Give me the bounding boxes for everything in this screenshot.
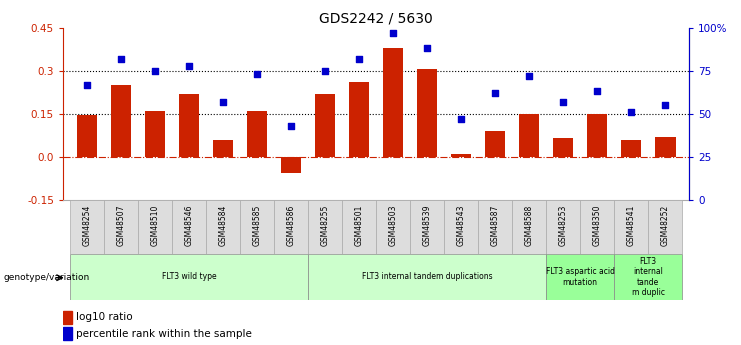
Bar [417, 69, 437, 157]
Text: FLT3 internal tandem duplications: FLT3 internal tandem duplications [362, 272, 493, 282]
FancyBboxPatch shape [376, 200, 410, 254]
Point [387, 30, 399, 36]
Text: GSM48254: GSM48254 [82, 204, 91, 246]
Text: FLT3
internal
tande
m duplic: FLT3 internal tande m duplic [632, 257, 665, 297]
Point [115, 56, 127, 61]
Point [557, 99, 569, 105]
Text: GSM48501: GSM48501 [354, 204, 364, 246]
Bar [315, 94, 335, 157]
Text: GSM48584: GSM48584 [219, 204, 227, 246]
Point [319, 68, 331, 73]
FancyBboxPatch shape [104, 200, 138, 254]
FancyBboxPatch shape [70, 200, 104, 254]
Bar [349, 82, 369, 157]
Point [625, 109, 637, 115]
Point [149, 68, 161, 73]
Text: GSM48541: GSM48541 [627, 204, 636, 246]
Text: GSM48587: GSM48587 [491, 204, 499, 246]
Bar [553, 138, 574, 157]
Text: GSM48539: GSM48539 [422, 204, 431, 246]
FancyBboxPatch shape [308, 254, 546, 300]
Bar [485, 131, 505, 157]
FancyBboxPatch shape [342, 200, 376, 254]
Bar [587, 114, 608, 157]
Text: GSM48546: GSM48546 [185, 204, 193, 246]
Point [217, 99, 229, 105]
Bar [179, 94, 199, 157]
Bar [655, 137, 676, 157]
FancyBboxPatch shape [172, 200, 206, 254]
Point [183, 63, 195, 68]
Bar [247, 111, 268, 157]
Bar [451, 154, 471, 157]
Text: GSM48586: GSM48586 [287, 204, 296, 246]
Text: GSM48543: GSM48543 [456, 204, 465, 246]
Bar [519, 114, 539, 157]
Text: FLT3 aspartic acid
mutation: FLT3 aspartic acid mutation [545, 267, 615, 287]
Point [421, 46, 433, 51]
Point [489, 90, 501, 96]
Point [523, 73, 535, 79]
Text: FLT3 wild type: FLT3 wild type [162, 272, 216, 282]
Text: GSM48252: GSM48252 [661, 204, 670, 246]
FancyBboxPatch shape [70, 254, 308, 300]
Point [455, 116, 467, 122]
FancyBboxPatch shape [308, 200, 342, 254]
Bar [110, 85, 131, 157]
FancyBboxPatch shape [614, 254, 682, 300]
Point [81, 82, 93, 87]
FancyBboxPatch shape [546, 200, 580, 254]
FancyBboxPatch shape [546, 254, 614, 300]
FancyBboxPatch shape [478, 200, 512, 254]
FancyBboxPatch shape [410, 200, 444, 254]
Point [659, 102, 671, 108]
Bar [281, 157, 301, 173]
FancyBboxPatch shape [206, 200, 240, 254]
Bar [76, 115, 97, 157]
Text: percentile rank within the sample: percentile rank within the sample [76, 329, 252, 338]
Text: GSM48253: GSM48253 [559, 204, 568, 246]
Bar [63, 311, 73, 324]
Bar [144, 111, 165, 157]
Text: GSM48503: GSM48503 [388, 204, 398, 246]
FancyBboxPatch shape [648, 200, 682, 254]
FancyBboxPatch shape [580, 200, 614, 254]
Point [251, 71, 263, 77]
FancyBboxPatch shape [274, 200, 308, 254]
Bar [621, 140, 642, 157]
Bar [63, 327, 73, 340]
FancyBboxPatch shape [614, 200, 648, 254]
Text: GSM48507: GSM48507 [116, 204, 125, 246]
FancyBboxPatch shape [138, 200, 172, 254]
Point [591, 89, 603, 94]
Bar [383, 48, 403, 157]
Point [285, 123, 297, 129]
Point [353, 56, 365, 61]
FancyBboxPatch shape [444, 200, 478, 254]
FancyBboxPatch shape [512, 200, 546, 254]
Text: GSM48585: GSM48585 [253, 204, 262, 246]
Text: GSM48350: GSM48350 [593, 204, 602, 246]
Title: GDS2242 / 5630: GDS2242 / 5630 [319, 11, 433, 25]
FancyBboxPatch shape [240, 200, 274, 254]
Text: GSM48255: GSM48255 [321, 204, 330, 246]
Text: GSM48510: GSM48510 [150, 204, 159, 246]
Text: GSM48588: GSM48588 [525, 204, 534, 246]
Text: log10 ratio: log10 ratio [76, 313, 133, 322]
Text: genotype/variation: genotype/variation [4, 273, 90, 282]
Bar [213, 140, 233, 157]
